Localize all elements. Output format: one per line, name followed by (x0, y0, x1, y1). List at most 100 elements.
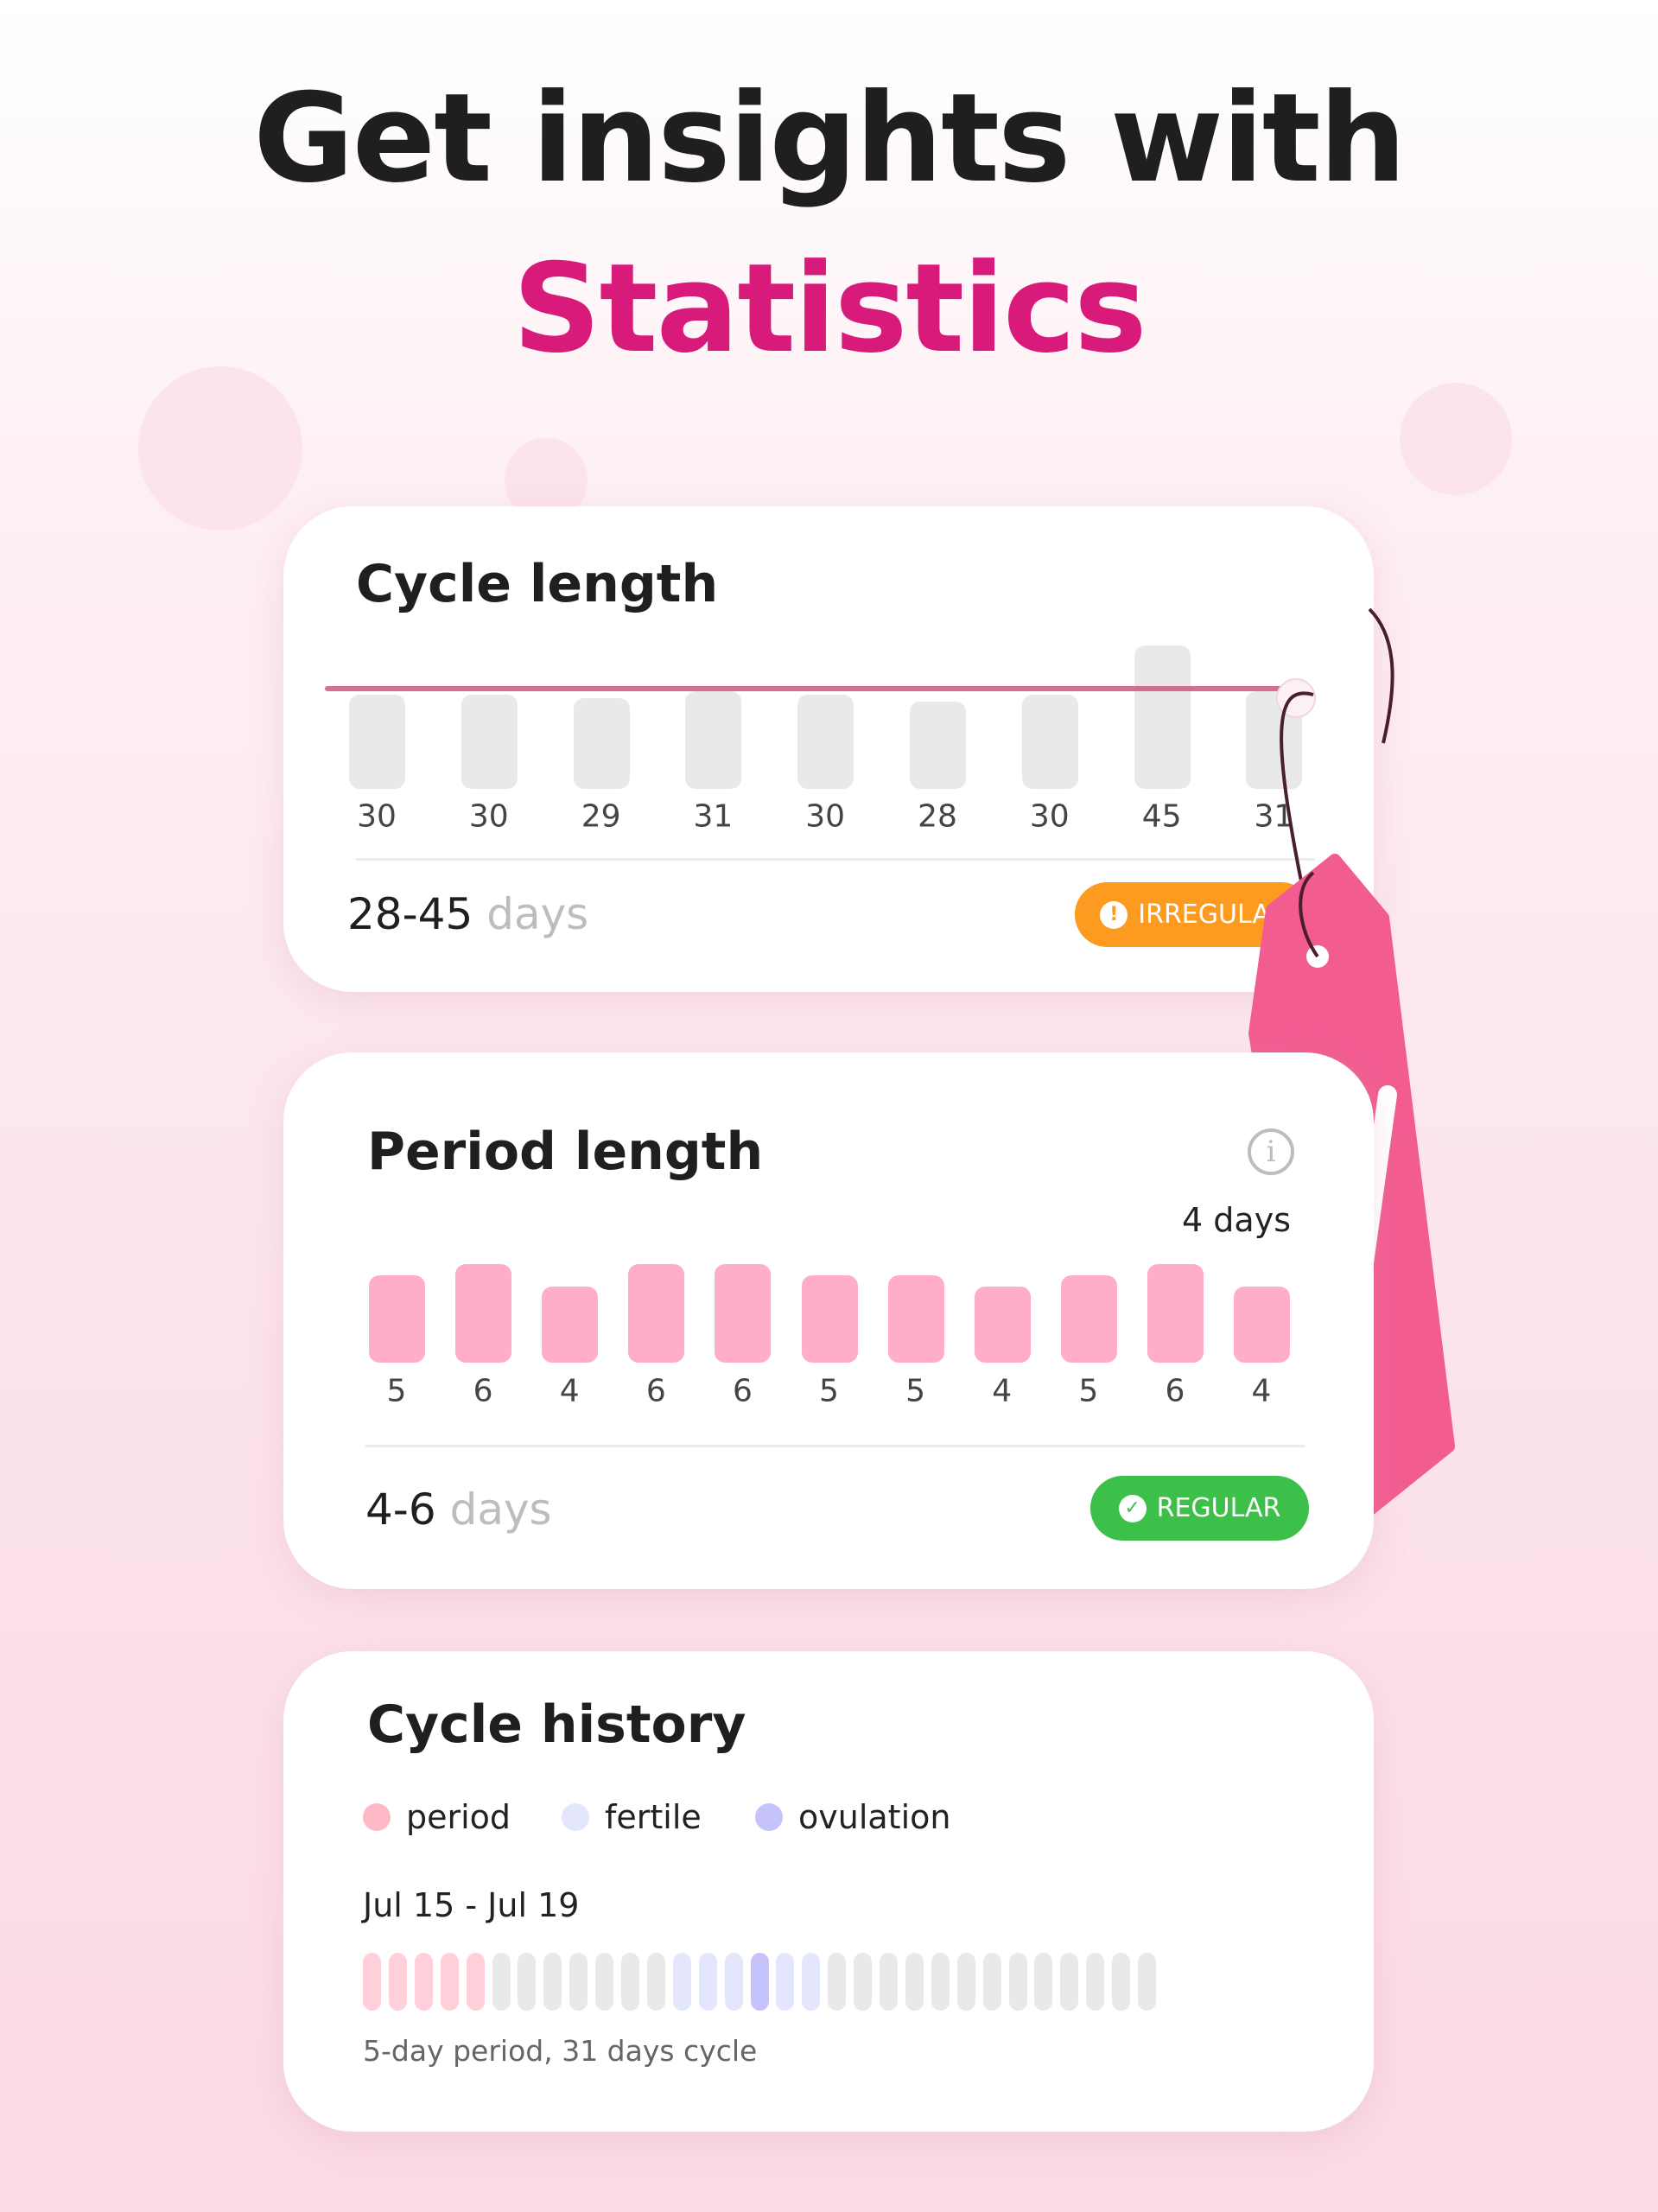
headline-line1: Get insights with (253, 67, 1407, 210)
day-pill-none (956, 1953, 975, 2011)
day-pill-none (1008, 1953, 1027, 2011)
period-length-title: Period length (367, 1122, 764, 1182)
period-bar (715, 1264, 772, 1363)
period-bar (1234, 1287, 1290, 1363)
day-pill-none (492, 1953, 511, 2011)
cycle-bar (685, 691, 742, 789)
average-line (325, 686, 1284, 691)
period-bar-label: 6 (1165, 1373, 1185, 1409)
period-bar (801, 1275, 858, 1363)
day-pill-fertile (672, 1953, 691, 2011)
day-pill-period (363, 1953, 381, 2011)
period-bar (974, 1287, 1031, 1363)
range-unit: days (449, 1484, 552, 1535)
period-bar (542, 1287, 599, 1363)
period-bar-label: 4 (1251, 1373, 1272, 1409)
average-label: 4 days (1182, 1201, 1291, 1239)
period-bar-label: 5 (905, 1373, 926, 1409)
day-pill-none (905, 1953, 924, 2011)
cycle-range: 28-45 days (347, 889, 588, 939)
period-bar-label: 5 (819, 1373, 839, 1409)
cycle-bar (573, 698, 630, 789)
period-bar-label: 5 (386, 1373, 407, 1409)
date-range: Jul 15 - Jul 19 (363, 1886, 580, 1924)
day-pill-none (646, 1953, 665, 2011)
decor-circle (138, 366, 302, 531)
cycle-summary: 5-day period, 31 days cycle (363, 2034, 758, 2068)
day-pill-none (828, 1953, 847, 2011)
day-pill-fertile (724, 1953, 743, 2011)
day-pill-fertile (776, 1953, 795, 2011)
period-bar-label: 6 (645, 1373, 666, 1409)
cycle-bar-label: 45 (1141, 798, 1182, 835)
legend-label: period (406, 1798, 511, 1836)
day-pill-none (931, 1953, 950, 2011)
legend-label: ovulation (798, 1798, 951, 1836)
day-pill-none (1086, 1953, 1105, 2011)
period-bar (1060, 1275, 1117, 1363)
cycle-bar-label: 30 (805, 798, 846, 835)
exclamation-icon: ! (1100, 900, 1128, 929)
day-pill-none (543, 1953, 562, 2011)
day-pill-none (1034, 1953, 1053, 2011)
day-pill-none (569, 1953, 588, 2011)
cycle-bar (1134, 645, 1191, 789)
period-bar-label: 6 (732, 1373, 753, 1409)
period-range: 4-6 days (365, 1484, 552, 1535)
day-pill-none (518, 1953, 537, 2011)
cycle-bar (910, 702, 966, 789)
cycle-bar (797, 695, 854, 789)
day-pill-none (1112, 1953, 1131, 2011)
day-pill-ovulation (750, 1953, 769, 2011)
range-value: 28-45 (347, 889, 473, 939)
cycle-history-card (283, 1651, 1374, 2132)
cycle-bar-label: 30 (468, 798, 509, 835)
period-bar (628, 1264, 685, 1363)
day-pill-none (854, 1953, 873, 2011)
day-pill-fertile (698, 1953, 717, 2011)
cycle-bar-label: 31 (693, 798, 734, 835)
period-bar (1147, 1264, 1204, 1363)
cycle-bar-label: 30 (1029, 798, 1070, 835)
period-bar-label: 5 (1078, 1373, 1099, 1409)
period-bar (887, 1275, 944, 1363)
period-bar (369, 1275, 425, 1363)
cycle-length-title: Cycle length (356, 554, 719, 614)
day-pill-period (388, 1953, 407, 2011)
day-pill-period (414, 1953, 433, 2011)
cycle-history-title: Cycle history (367, 1694, 746, 1755)
day-pill-fertile (802, 1953, 821, 2011)
legend-ovulation: ovulation (755, 1798, 950, 1836)
period-bar-label: 4 (992, 1373, 1013, 1409)
badge-label: REGULAR (1156, 1493, 1281, 1523)
cycle-bar-label: 28 (918, 798, 957, 835)
cycle-bar (461, 695, 518, 789)
day-pill-period (440, 1953, 459, 2011)
legend-period: period (363, 1798, 511, 1836)
day-pill-none (880, 1953, 898, 2011)
info-icon[interactable]: i (1248, 1128, 1294, 1175)
badge-label: IRREGULAR (1138, 899, 1288, 930)
regular-badge: ✓ REGULAR (1090, 1476, 1309, 1541)
headline-line2: Statistics (512, 238, 1147, 380)
cycle-bar (349, 695, 405, 789)
day-pill-none (595, 1953, 614, 2011)
day-pill-period (466, 1953, 485, 2011)
day-pill-none (1138, 1953, 1156, 2011)
range-value: 4-6 (365, 1484, 436, 1535)
period-bar-label: 4 (559, 1373, 580, 1409)
cycle-bar (1021, 695, 1078, 789)
check-icon: ✓ (1118, 1494, 1147, 1522)
cycle-bar-label: 30 (357, 798, 397, 835)
cycle-bar-label: 29 (581, 798, 621, 835)
decor-circle (1400, 383, 1512, 495)
day-pill-none (1060, 1953, 1079, 2011)
day-pill-none (621, 1953, 639, 2011)
legend-label: fertile (605, 1798, 702, 1836)
range-unit: days (486, 889, 589, 939)
period-dot (363, 1803, 391, 1831)
legend-fertile: fertile (562, 1798, 702, 1836)
divider (365, 1445, 1305, 1447)
fertile-dot (562, 1803, 589, 1831)
divider (356, 858, 1315, 861)
